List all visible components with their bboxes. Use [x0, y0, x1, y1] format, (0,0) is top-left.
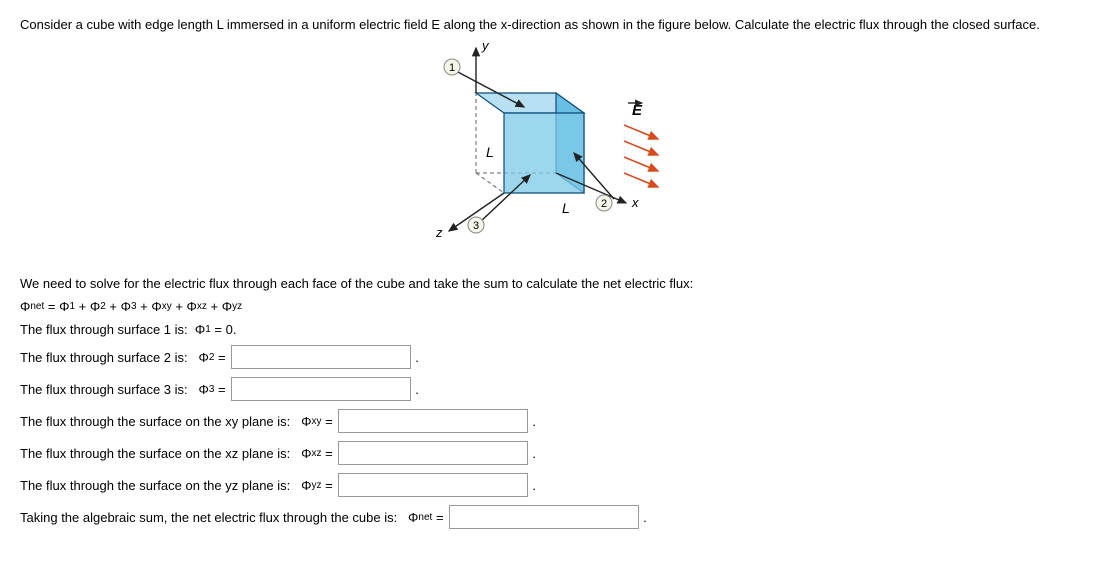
phi3-input[interactable] — [231, 377, 411, 401]
phixz-input[interactable] — [338, 441, 528, 465]
svg-text:L: L — [486, 144, 494, 160]
svg-text:E: E — [632, 102, 643, 119]
phiyz-input[interactable] — [338, 473, 528, 497]
sum-equation: Φnet = Φ1 + Φ2 + Φ3 + Φxy + Φxz + Φyz — [20, 299, 1078, 314]
phi2-input[interactable] — [231, 345, 411, 369]
svg-text:L: L — [562, 200, 570, 216]
phi3-line: The flux through surface 3 is: Φ3 = . — [20, 377, 1078, 401]
problem-text: Consider a cube with edge length L immer… — [20, 17, 1040, 32]
phiyz-line: The flux through the surface on the yz p… — [20, 473, 1078, 497]
svg-text:2: 2 — [601, 198, 607, 210]
cube-figure: y x z 1 2 3 L L E — [409, 38, 689, 268]
intro-line: We need to solve for the electric flux t… — [20, 276, 1078, 291]
phinet-line: Taking the algebraic sum, the net electr… — [20, 505, 1078, 529]
phixz-line: The flux through the surface on the xz p… — [20, 441, 1078, 465]
svg-text:z: z — [435, 225, 443, 240]
phi1-line: The flux through surface 1 is: Φ1 = 0. — [20, 322, 1078, 337]
svg-text:1: 1 — [449, 62, 455, 74]
figure-container: y x z 1 2 3 L L E — [20, 38, 1078, 268]
phinet-input[interactable] — [449, 505, 639, 529]
svg-text:y: y — [481, 38, 490, 53]
phixy-input[interactable] — [338, 409, 528, 433]
svg-text:x: x — [631, 195, 639, 210]
problem-statement: Consider a cube with edge length L immer… — [20, 16, 1078, 34]
phixy-line: The flux through the surface on the xy p… — [20, 409, 1078, 433]
svg-text:3: 3 — [473, 220, 479, 232]
intro-text: We need to solve for the electric flux t… — [20, 276, 693, 291]
phi2-line: The flux through surface 2 is: Φ2 = . — [20, 345, 1078, 369]
